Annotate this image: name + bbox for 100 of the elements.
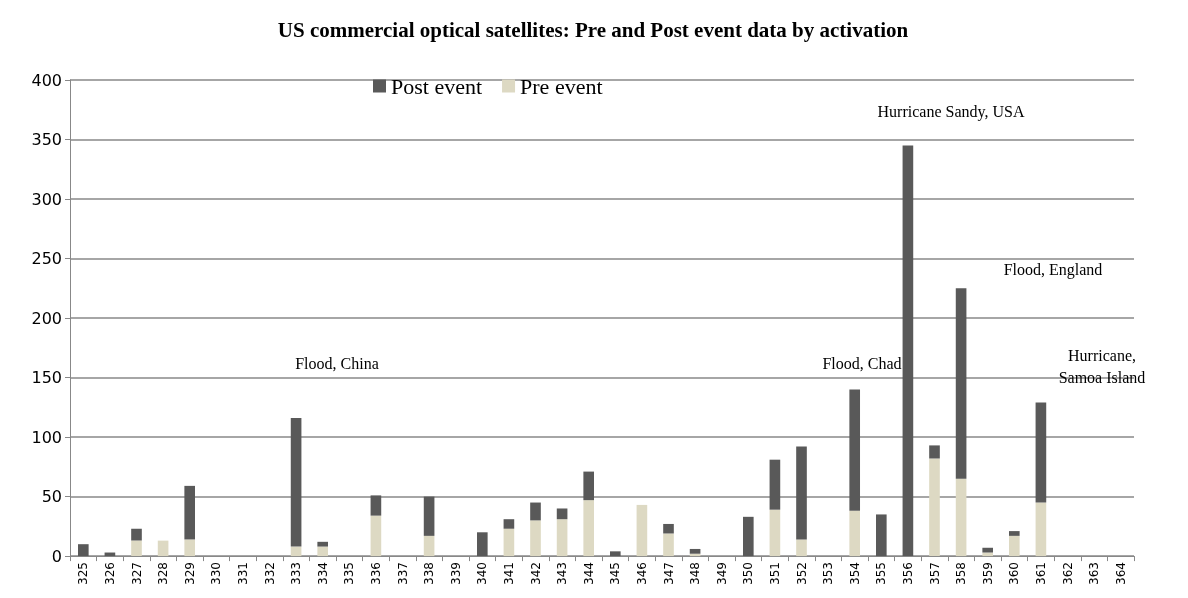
x-tick-label: 343 [555,562,570,585]
x-tick-label: 328 [156,562,171,585]
bar [583,471,595,501]
x-tick-label: 349 [714,562,729,585]
bar [503,528,515,557]
y-tick-label: 50 [41,487,62,507]
bar [663,533,674,557]
bar [184,485,196,540]
annotation: Hurricane Sandy, USA [877,102,1025,121]
y-tick-label: 0 [51,546,62,566]
x-tick-label: 337 [395,562,410,585]
x-tick-label: 348 [688,562,703,585]
bar [769,459,781,510]
x-tick-label: 331 [235,562,250,585]
bar [929,458,940,557]
bar [77,544,89,557]
y-tick-label: 300 [31,189,62,209]
bar [423,496,435,536]
bar [902,145,914,557]
x-tick-label: 358 [954,562,969,585]
x-tick-label: 327 [129,562,144,585]
y-tick-label: 100 [31,427,62,447]
x-tick-label: 341 [501,562,516,585]
bar [131,528,142,541]
bar [423,535,435,557]
x-tick-label: 325 [76,562,91,585]
bar [131,540,142,557]
x-tick-label: 350 [741,562,756,585]
y-tick-label: 350 [31,130,62,150]
x-tick-label: 330 [209,562,224,585]
x-tick-label: 333 [289,562,304,585]
bar [955,288,967,479]
bar [636,504,648,557]
bar [955,478,967,557]
annotation: Flood, Chad [822,354,902,372]
bar [742,516,754,557]
annotation: Flood, China [295,354,379,372]
x-tick-label: 356 [900,562,915,585]
bar [689,548,701,554]
bar [317,546,329,557]
bar [184,539,196,557]
x-tick-label: 326 [102,562,117,585]
bar [370,515,382,557]
annotation: Flood, England [1003,260,1103,279]
x-tick-label: 334 [315,562,330,585]
x-tick-label: 336 [368,562,383,585]
y-tick-label: 200 [31,308,62,328]
x-tick-label: 364 [1113,562,1128,585]
bar [556,508,568,520]
bar [796,446,807,540]
x-tick-label: 335 [342,562,357,585]
x-tick-label: 347 [661,562,676,585]
x-tick-label: 352 [794,562,809,585]
bar [556,519,568,557]
x-tick-label: 332 [262,562,277,585]
x-tick-label: 346 [634,562,649,585]
y-tick-label: 250 [31,249,62,269]
legend-label: Post event [391,73,483,99]
bar [530,520,541,557]
x-tick-label: 342 [528,562,543,585]
bar [476,532,488,557]
x-tick-label: 344 [581,562,596,585]
bar [1008,531,1020,536]
bar [370,495,382,516]
bar [157,540,169,557]
bar [796,539,807,557]
bar [609,551,621,557]
x-tick-label: 339 [448,562,463,585]
x-tick-label: 363 [1087,562,1102,585]
bar [290,418,302,547]
x-tick-label: 340 [475,562,490,585]
bar [769,509,781,557]
bar [1008,535,1020,557]
x-tick-label: 338 [422,562,437,585]
x-tick-label: 359 [980,562,995,585]
x-tick-label: 353 [821,562,836,585]
bar [849,510,861,557]
bar [1035,402,1047,503]
y-tick-label: 400 [31,70,62,90]
x-tick-label: 351 [767,562,782,585]
annotation: Hurricane, Samoa Island [1058,346,1146,386]
x-tick-label: 329 [182,562,197,585]
x-tick-label: 355 [874,562,889,585]
x-tick-label: 360 [1007,562,1022,585]
y-tick-label: 150 [31,368,62,388]
x-tick-label: 361 [1033,562,1048,585]
x-tick-label: 354 [847,562,862,585]
bar [583,500,595,557]
chart-title: US commercial optical satellites: Pre and Post event data by activation [277,17,909,42]
bar [982,547,994,553]
x-tick-label: 362 [1060,562,1075,585]
legend-label: Pre event [520,73,603,99]
bar [875,514,887,557]
bar [317,541,329,547]
bar [503,519,515,529]
bar [929,445,940,459]
x-tick-label: 357 [927,562,942,585]
bar [849,389,861,511]
x-tick-label: 345 [608,562,623,585]
bar [1035,502,1047,557]
